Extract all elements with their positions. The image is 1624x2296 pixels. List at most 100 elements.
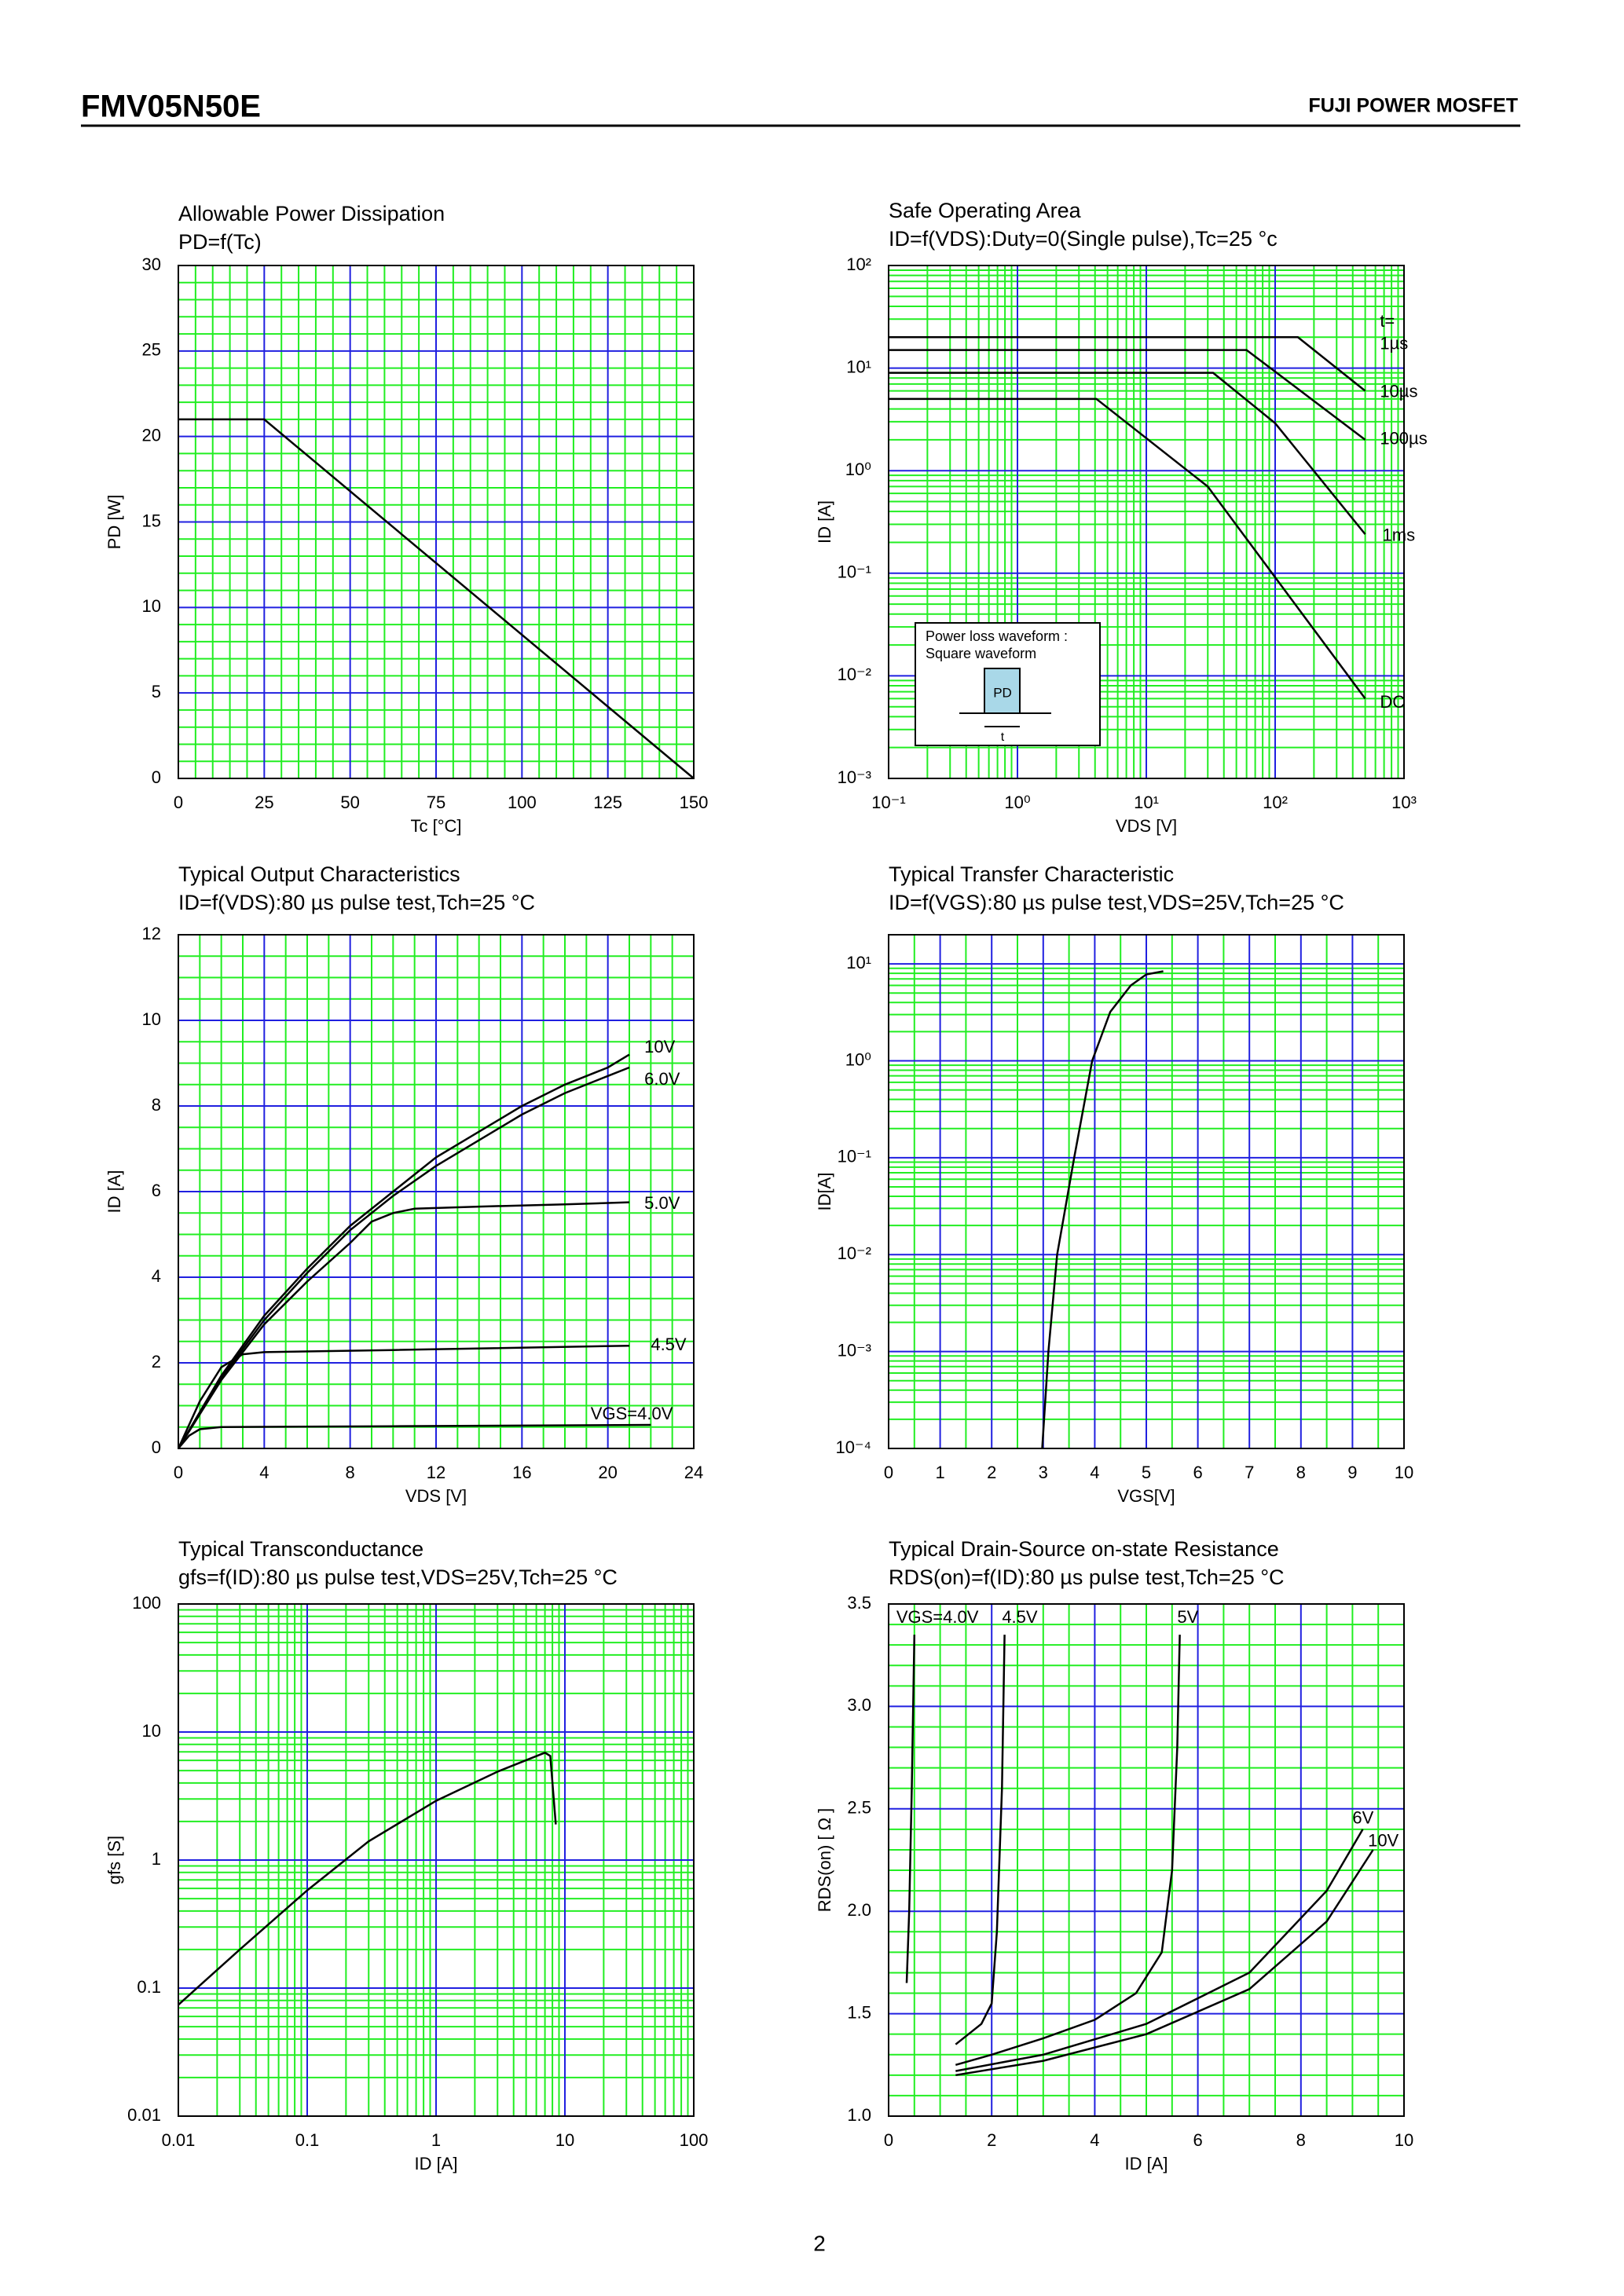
chart-subtitle: RDS(on)=f(ID):80 µs pulse test,Tch=25 °C (889, 1565, 1285, 1589)
data-line (955, 1829, 1364, 2072)
y-axis-label: ID [A] (104, 1170, 124, 1213)
x-tick-label: 4 (1090, 2130, 1099, 2150)
x-tick-label: 0 (174, 793, 183, 812)
x-tick-label: 100 (508, 793, 537, 812)
chart-title: Typical Transfer Characteristic (889, 862, 1174, 886)
x-tick-label: 9 (1347, 1463, 1357, 1482)
data-line (955, 1635, 1006, 2045)
inset-text: Square waveform (926, 646, 1036, 661)
annotation: 100µs (1380, 429, 1427, 449)
annotation: 10µs (1380, 381, 1417, 401)
data-line (178, 1751, 557, 2006)
annotation: DC (1380, 692, 1405, 712)
annotation: 5V (1177, 1607, 1198, 1627)
x-tick-label: 6 (1193, 2130, 1202, 2150)
data-line (889, 397, 1366, 700)
brand: FUJI POWER MOSFET (1308, 95, 1518, 117)
x-axis-label: VGS[V] (1117, 1486, 1175, 1506)
y-tick-label: 10⁻² (838, 1243, 871, 1263)
y-tick-label: 1.0 (847, 2105, 871, 2125)
y-tick-label: 1.5 (847, 2002, 871, 2022)
x-tick-label: 3 (1039, 1463, 1048, 1482)
x-tick-label: 24 (684, 1463, 703, 1482)
x-tick-label: 0 (884, 1463, 893, 1482)
x-tick-label: 10 (1395, 1463, 1413, 1482)
plot-frame (888, 934, 1405, 1449)
y-tick-label: 0 (152, 1437, 161, 1457)
x-tick-label: 1 (431, 2130, 441, 2150)
y-tick-label: 15 (142, 511, 161, 530)
y-tick-label: 0 (152, 767, 161, 787)
y-axis-label: ID[A] (815, 1173, 834, 1211)
y-tick-label: 10⁰ (845, 1049, 871, 1069)
annotation: 4.5V (651, 1335, 687, 1354)
annotation: 6.0V (644, 1069, 680, 1089)
x-tick-label: 150 (680, 793, 709, 812)
data-line (889, 336, 1366, 392)
y-tick-label: 10 (142, 1009, 161, 1029)
y-tick-label: 6 (152, 1181, 161, 1200)
y-tick-label: 2.0 (847, 1900, 871, 1920)
plot-frame (178, 1603, 695, 2117)
part-number: FMV05N50E (81, 90, 261, 124)
data-line (1041, 970, 1164, 1449)
chart-title: Typical Output Characteristics (178, 862, 460, 886)
y-tick-label: 10 (142, 1721, 161, 1741)
y-axis-label: ID [A] (815, 500, 834, 544)
annotation: VGS=4.0V (591, 1404, 673, 1423)
data-line (177, 1066, 630, 1449)
plot-frame (888, 265, 1405, 779)
y-tick-label: 5 (152, 682, 161, 701)
x-tick-label: 10⁰ (1004, 793, 1030, 812)
inset-t: t (1001, 731, 1005, 744)
x-tick-label: 125 (593, 793, 622, 812)
annotation: 5.0V (644, 1193, 680, 1213)
y-tick-label: 10 (142, 596, 161, 616)
x-tick-label: 2 (987, 1463, 996, 1482)
y-tick-label: 10⁻² (838, 665, 871, 684)
page-number: 2 (813, 2231, 826, 2255)
data-line (178, 1423, 651, 1449)
x-axis-label: Tc [°C] (410, 816, 461, 836)
annotation: 6V (1352, 1808, 1373, 1828)
x-tick-label: 7 (1245, 1463, 1254, 1482)
data-line (177, 1053, 630, 1449)
data-line (177, 1344, 630, 1449)
x-tick-label: 20 (598, 1463, 617, 1482)
x-tick-label: 8 (346, 1463, 355, 1482)
x-tick-label: 12 (427, 1463, 445, 1482)
x-tick-label: 0 (174, 1463, 183, 1482)
data-line (177, 1201, 630, 1449)
chart-title: Typical Transconductance (178, 1537, 423, 1561)
inset-pulse (984, 668, 1021, 714)
y-tick-label: 10⁻³ (838, 1340, 871, 1360)
x-axis-label: ID [A] (1124, 2154, 1168, 2173)
x-tick-label: 10¹ (1134, 793, 1159, 812)
x-tick-label: 10³ (1391, 793, 1417, 812)
y-tick-label: 10¹ (846, 357, 871, 376)
y-tick-label: 10⁻³ (838, 767, 871, 787)
chart-subtitle: ID=f(VGS):80 µs pulse test,VDS=25V,Tch=2… (889, 891, 1344, 914)
y-tick-label: 30 (142, 255, 161, 274)
y-tick-label: 100 (132, 1593, 161, 1613)
y-tick-label: 0.01 (127, 2105, 161, 2125)
x-tick-label: 10 (1395, 2130, 1413, 2150)
y-tick-label: 4 (152, 1266, 161, 1286)
x-tick-label: 4 (259, 1463, 269, 1482)
data-line (905, 1635, 916, 1983)
x-axis-label: VDS [V] (405, 1486, 467, 1506)
plot-frame (178, 265, 695, 779)
annotation: 10V (1368, 1830, 1399, 1850)
annotation: VGS=4.0V (896, 1607, 979, 1627)
data-line (889, 349, 1366, 441)
data-line (889, 372, 1366, 535)
y-tick-label: 10² (846, 255, 871, 274)
inset-pd: PD (993, 685, 1012, 700)
y-tick-label: 25 (142, 340, 161, 360)
x-tick-label: 75 (427, 793, 445, 812)
x-tick-label: 5 (1142, 1463, 1151, 1482)
x-tick-label: 4 (1090, 1463, 1099, 1482)
x-tick-label: 10⁻¹ (871, 793, 905, 812)
chart-title: Typical Drain-Source on-state Resistance (889, 1537, 1279, 1561)
